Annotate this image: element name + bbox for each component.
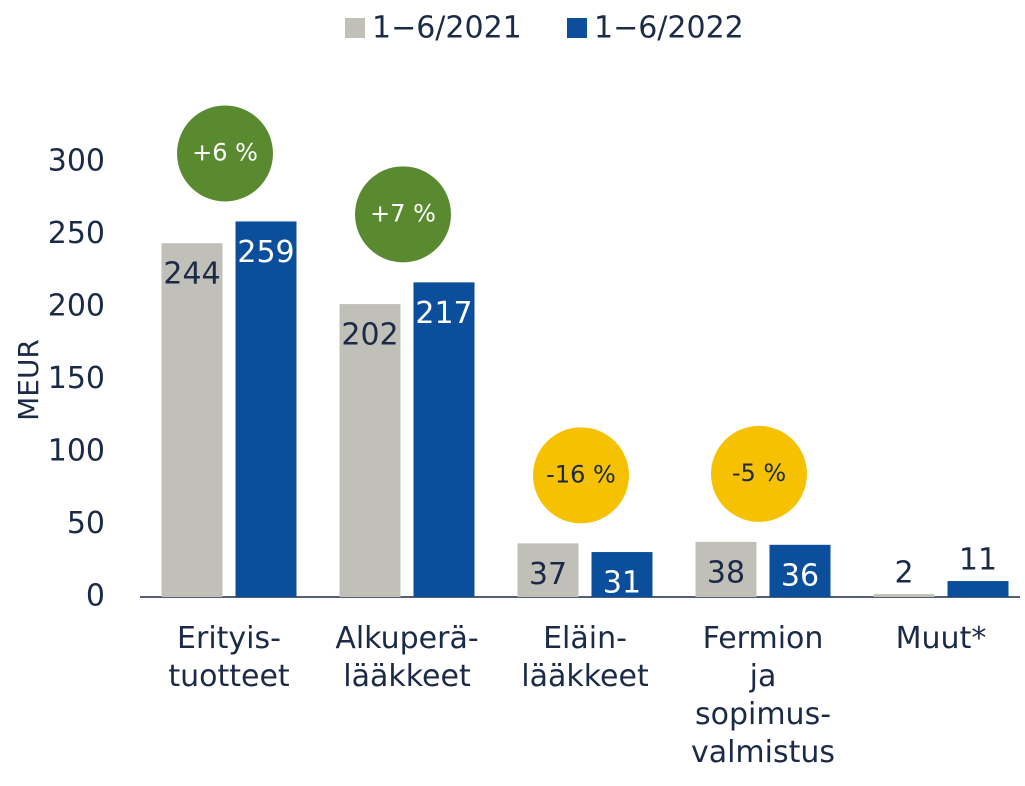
bar [161,243,223,597]
x-tick-label: Eläin- lääkkeet [521,621,649,694]
value-label: 202 [341,318,398,353]
x-tick-label: Muut* [895,621,987,656]
x-tick-label: Fermion ja sopimus- valmistus [690,621,836,770]
annotation-text: -5 % [732,459,786,487]
value-label: 38 [707,555,745,590]
legend-swatch [345,18,365,38]
annotation-text: +6 % [192,138,258,166]
legend-label: 1−6/2021 [372,11,522,46]
annotation-circle [711,425,807,522]
y-tick-label: 50 [67,506,105,541]
bar [235,221,297,597]
value-label: 2 [894,556,913,591]
y-tick-label: 100 [48,434,105,469]
value-label: 217 [415,296,472,331]
annotation-text: +7 % [370,199,436,227]
value-label: 259 [237,235,294,270]
y-tick-label: 150 [48,361,105,396]
y-tick-label: 0 [86,579,105,614]
value-label: 37 [529,557,567,592]
bar [517,543,579,597]
annotation-circle [355,166,451,263]
bar [339,304,401,597]
legend-label: 1−6/2022 [594,11,744,46]
x-tick-label: Alkuperä- lääkkeet [335,621,479,694]
y-tick-label: 200 [48,289,105,324]
annotation-circle [533,427,629,524]
bar [591,552,653,597]
bar [769,544,831,597]
bar [695,541,757,597]
y-tick-label: 250 [48,216,105,251]
value-label: 36 [781,558,819,593]
bar [413,282,475,597]
value-label: 11 [959,543,997,578]
value-label: 244 [163,257,220,292]
value-label: 31 [603,566,641,601]
annotation-text: -16 % [546,460,616,488]
y-tick-label: 300 [48,144,105,179]
bar [873,594,935,597]
annotation-circle [177,105,273,202]
y-axis-label: MEUR [12,339,45,421]
bar [947,581,1009,597]
legend-swatch [567,18,587,38]
x-tick-label: Erityis- tuotteet [168,621,290,694]
